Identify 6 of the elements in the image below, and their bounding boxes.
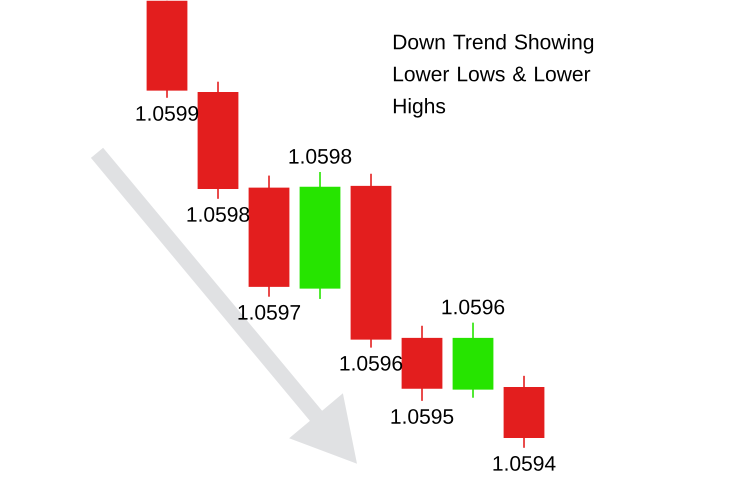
annotation: 1.0597	[238, 305, 300, 320]
annotation: 1.0598	[289, 149, 352, 164]
annotation: 1.0595	[391, 409, 454, 424]
annotation: 1.0596	[442, 300, 504, 315]
annotation: 1.0594	[493, 456, 556, 471]
text: Down Trend Showing Lower Lows & Lower Highs	[394, 34, 594, 118]
